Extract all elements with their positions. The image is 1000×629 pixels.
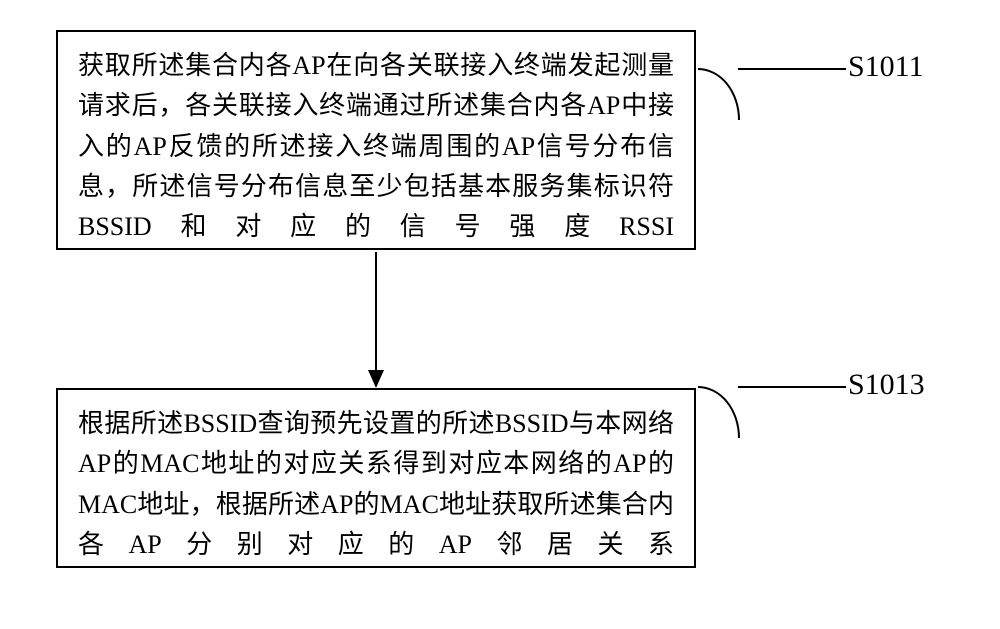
arrow-down-icon [368, 370, 384, 388]
leader-2-curve [698, 386, 740, 438]
leader-1-h [738, 68, 846, 70]
step-label-2: S1013 [848, 368, 925, 402]
step-label-1: S1011 [848, 50, 924, 84]
leader-1-curve [698, 68, 740, 120]
flow-step-1: 获取所述集合内各AP在向各关联接入终端发起测量请求后，各关联接入终端通过所述集合… [56, 30, 696, 250]
connector-line [375, 252, 377, 370]
flow-step-2: 根据所述BSSID查询预先设置的所述BSSID与本网络AP的MAC地址的对应关系… [56, 388, 696, 568]
leader-2-h [738, 386, 846, 388]
